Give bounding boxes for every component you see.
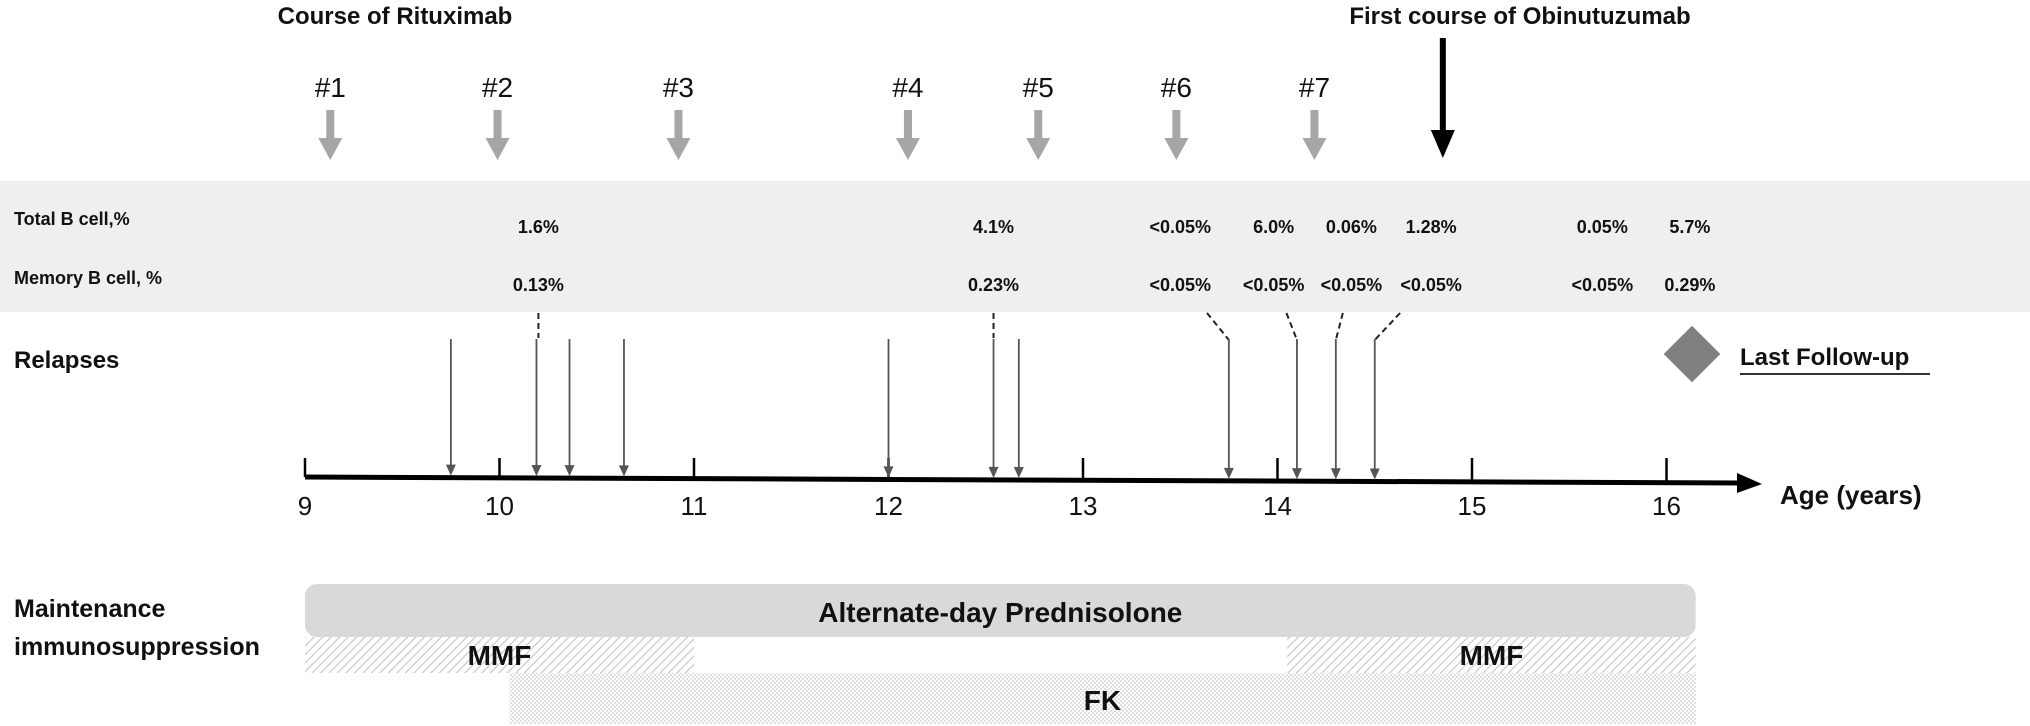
- relapse-arrow-head: [1369, 468, 1380, 480]
- total-bcell-value: 4.1%: [973, 217, 1014, 237]
- total-bcell-value: 0.05%: [1577, 217, 1628, 237]
- memory-bcell-value: <0.05%: [1243, 275, 1305, 295]
- bcell-relapse-connector: [1206, 312, 1230, 341]
- prednisolone-label: Alternate-day Prednisolone: [818, 597, 1182, 628]
- total-bcell-value: <0.05%: [1149, 217, 1211, 237]
- fk-bar: [509, 673, 1696, 724]
- relapse-arrow-head: [618, 465, 629, 477]
- memory-bcell-value: 0.23%: [968, 275, 1019, 295]
- axis-tick-label: 14: [1263, 491, 1292, 521]
- axis-tick-label: 15: [1458, 491, 1487, 521]
- course-label: #4: [892, 72, 923, 103]
- memory-bcell-value: <0.05%: [1149, 275, 1211, 295]
- total-bcell-value: 5.7%: [1669, 217, 1710, 237]
- relapse-arrow-head: [988, 466, 999, 478]
- mmf-bar: [1287, 637, 1696, 673]
- bcell-relapse-connector: [1285, 312, 1298, 341]
- course-arrow-head: [895, 138, 920, 160]
- bcell-band: [0, 181, 2030, 312]
- relapse-arrow-head: [1291, 468, 1302, 480]
- relapse-arrow-head: [445, 464, 456, 476]
- course-arrow-head: [1026, 138, 1051, 160]
- rituximab-title: Course of Rituximab: [278, 3, 513, 30]
- prednisolone-bar: [305, 584, 1696, 637]
- maintenance-label-line1: Maintenance: [14, 595, 166, 623]
- age-axis-line: [304, 474, 1743, 486]
- axis-tick-label: 12: [874, 491, 903, 521]
- course-label: #5: [1023, 72, 1054, 103]
- axis-tick-label: 13: [1069, 491, 1098, 521]
- mmf-bar: [305, 637, 694, 673]
- obinutuzumab-course: [1430, 38, 1455, 158]
- bcell-measurements: 1.6% 0.13% 4.1% 0.23% <0.05% <0.05% 6.0% <0.05%…: [513, 217, 1715, 341]
- memory-bcell-value: <0.05%: [1572, 275, 1634, 295]
- last-followup-label: Last Follow-up: [1740, 344, 1909, 371]
- total-bcell-value: 0.06%: [1326, 217, 1377, 237]
- relapse-markers: [445, 339, 1380, 480]
- last-followup-diamond: [1663, 325, 1721, 383]
- obinutuzumab-title: First course of Obinutuzumab: [1349, 3, 1690, 30]
- axis-tick-label: 10: [485, 491, 514, 521]
- bcell-relapse-connector: [1374, 312, 1401, 341]
- axis-tick-label: 9: [298, 491, 312, 521]
- memory-bcell-value: 0.29%: [1664, 275, 1715, 295]
- course-arrow-head: [1302, 138, 1327, 160]
- mmf-label: MMF: [1460, 640, 1524, 671]
- relapses-label: Relapses: [14, 347, 119, 374]
- total-bcell-label: Total B cell,%: [14, 209, 130, 229]
- course-label: #2: [482, 72, 513, 103]
- mmf-label: MMF: [468, 640, 532, 671]
- axis-ticks: 9 10 11 12 13 14 15 16: [298, 458, 1681, 521]
- relapse-arrow-head: [883, 466, 894, 478]
- age-axis-label: Age (years): [1780, 480, 1922, 510]
- total-bcell-value: 1.28%: [1406, 217, 1457, 237]
- obinutuzumab-arrow-head: [1430, 130, 1455, 158]
- course-label: #6: [1161, 72, 1192, 103]
- maintenance-bars: Alternate-day Prednisolone MMF MMF FK: [305, 584, 1696, 724]
- maintenance-label-line2: immunosuppression: [14, 633, 260, 661]
- axis-tick-label: 11: [681, 491, 708, 521]
- bcell-relapse-connector: [1334, 312, 1344, 341]
- relapse-arrow-head: [531, 464, 542, 476]
- age-axis-arrowhead: [1737, 473, 1762, 493]
- rituximab-courses: #1 #2 #3 #4 #5 #6 #7: [315, 72, 1330, 160]
- fk-label: FK: [1084, 685, 1121, 716]
- course-label: #3: [663, 72, 694, 103]
- total-bcell-value: 1.6%: [518, 217, 559, 237]
- axis-tick-label: 16: [1652, 491, 1681, 521]
- course-arrow-head: [485, 138, 510, 160]
- relapse-arrow-head: [1223, 467, 1234, 479]
- memory-bcell-label: Memory B cell, %: [14, 268, 162, 288]
- course-arrow-head: [318, 138, 343, 160]
- course-arrow-head: [1164, 138, 1189, 160]
- total-bcell-value: 6.0%: [1253, 217, 1294, 237]
- relapse-arrow-head: [564, 465, 575, 477]
- course-label: #1: [315, 72, 346, 103]
- relapse-arrow-head: [1013, 466, 1024, 478]
- course-arrow-head: [666, 138, 691, 160]
- course-label: #7: [1299, 72, 1330, 103]
- relapse-arrow-head: [1330, 468, 1341, 480]
- memory-bcell-value: 0.13%: [513, 275, 564, 295]
- memory-bcell-value: <0.05%: [1321, 275, 1383, 295]
- memory-bcell-value: <0.05%: [1400, 275, 1462, 295]
